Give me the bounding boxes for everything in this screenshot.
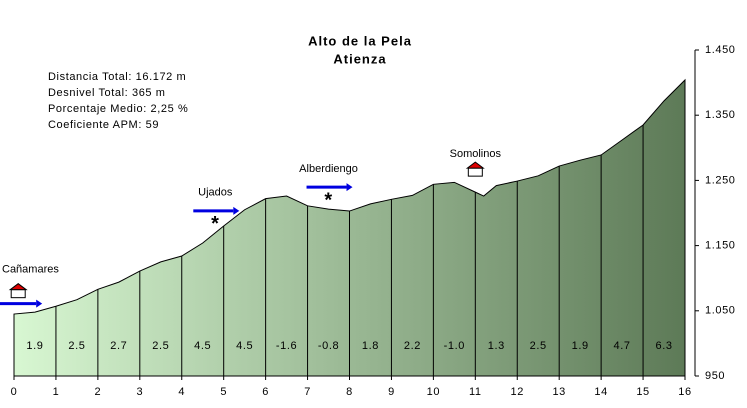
chart-title: Alto de la Pela bbox=[308, 33, 412, 48]
place-name: Alberdiengo bbox=[299, 163, 358, 175]
chart-subtitle: Atienza bbox=[333, 51, 386, 66]
x-tick-label: 13 bbox=[552, 386, 565, 398]
gradient-label: 4.7 bbox=[614, 340, 631, 352]
house-icon bbox=[8, 283, 28, 299]
place-arrow-head bbox=[36, 299, 43, 308]
house-roof bbox=[8, 283, 28, 291]
place-name: Ujados bbox=[198, 187, 233, 199]
gradient-label: 2.5 bbox=[68, 340, 85, 352]
gradient-label: 2.5 bbox=[152, 340, 169, 352]
place-arrow-head bbox=[233, 206, 240, 215]
place-name: Somolinos bbox=[450, 148, 502, 160]
gradient-label: 1.9 bbox=[572, 340, 589, 352]
x-tick-label: 0 bbox=[11, 386, 18, 398]
place-symbol: * bbox=[324, 189, 332, 211]
info-line: Desnivel Total: 365 m bbox=[48, 87, 166, 99]
gradient-label: 2.5 bbox=[530, 340, 547, 352]
house-base bbox=[467, 167, 483, 177]
x-tick-label: 1 bbox=[53, 386, 60, 398]
x-tick-label: 10 bbox=[427, 386, 440, 398]
x-tick-label: 9 bbox=[388, 386, 395, 398]
x-tick-label: 6 bbox=[262, 386, 269, 398]
gradient-label: -0.8 bbox=[318, 340, 339, 352]
gradient-label: 2.2 bbox=[404, 340, 421, 352]
info-line: Coeficiente APM: 59 bbox=[48, 119, 159, 131]
x-tick-label: 5 bbox=[220, 386, 227, 398]
place-symbol: * bbox=[211, 213, 219, 235]
x-tick-label: 12 bbox=[511, 386, 524, 398]
x-tick-label: 8 bbox=[346, 386, 353, 398]
x-tick-label: 15 bbox=[636, 386, 649, 398]
gradient-label: -1.0 bbox=[444, 340, 465, 352]
y-tick-label: 1.150 bbox=[705, 240, 736, 252]
gradient-label: 2.7 bbox=[110, 340, 127, 352]
gradient-label: 4.5 bbox=[194, 340, 211, 352]
info-line: Distancia Total: 16.172 m bbox=[48, 71, 186, 83]
place-name: Cañamares bbox=[2, 264, 59, 276]
gradient-label: -1.6 bbox=[276, 340, 297, 352]
x-tick-label: 14 bbox=[594, 386, 607, 398]
y-tick-label: 1.450 bbox=[705, 44, 736, 56]
x-tick-label: 2 bbox=[95, 386, 102, 398]
y-tick-label: 1.050 bbox=[705, 305, 736, 317]
house-base bbox=[10, 289, 26, 299]
x-tick-label: 11 bbox=[469, 386, 482, 398]
gradient-label: 1.8 bbox=[362, 340, 379, 352]
y-tick-label: 1.250 bbox=[705, 174, 736, 186]
x-tick-label: 3 bbox=[136, 386, 143, 398]
x-tick-label: 7 bbox=[304, 386, 311, 398]
info-line: Porcentaje Medio: 2,25 % bbox=[48, 103, 188, 115]
house-roof bbox=[465, 161, 485, 169]
gradient-label: 6.3 bbox=[655, 340, 672, 352]
y-tick-label: 950 bbox=[705, 370, 725, 382]
y-tick-label: 1.350 bbox=[705, 109, 736, 121]
x-tick-label: 4 bbox=[178, 386, 185, 398]
gradient-label: 1.9 bbox=[26, 340, 43, 352]
house-icon bbox=[465, 161, 485, 177]
x-tick-label: 16 bbox=[678, 386, 691, 398]
gradient-label: 1.3 bbox=[488, 340, 505, 352]
gradient-label: 4.5 bbox=[236, 340, 253, 352]
place-arrow-head bbox=[346, 183, 353, 192]
